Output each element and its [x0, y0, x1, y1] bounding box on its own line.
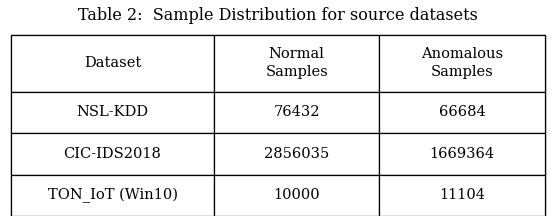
Bar: [11, 35, 545, 216]
Bar: [11, 35, 214, 92]
Text: Dataset: Dataset: [84, 56, 141, 70]
Text: 2856035: 2856035: [264, 147, 329, 161]
Text: Anomalous
Samples: Anomalous Samples: [421, 48, 503, 79]
Bar: [379, 92, 545, 133]
Bar: [11, 175, 214, 216]
Text: CIC-IDS2018: CIC-IDS2018: [63, 147, 161, 161]
Bar: [214, 35, 379, 92]
Text: 10000: 10000: [274, 188, 320, 202]
Text: 76432: 76432: [274, 105, 320, 119]
Bar: [11, 133, 214, 175]
Text: 1669364: 1669364: [430, 147, 495, 161]
Bar: [214, 92, 379, 133]
Bar: [379, 175, 545, 216]
Text: NSL-KDD: NSL-KDD: [77, 105, 148, 119]
Bar: [379, 35, 545, 92]
Text: 66684: 66684: [439, 105, 485, 119]
Bar: [214, 133, 379, 175]
Bar: [214, 175, 379, 216]
Text: Table 2:  Sample Distribution for source datasets: Table 2: Sample Distribution for source …: [78, 7, 478, 24]
Bar: [379, 133, 545, 175]
Text: TON_IoT (Win10): TON_IoT (Win10): [47, 188, 177, 203]
Text: Normal
Samples: Normal Samples: [265, 48, 328, 79]
Bar: [11, 92, 214, 133]
Text: 11104: 11104: [439, 188, 485, 202]
